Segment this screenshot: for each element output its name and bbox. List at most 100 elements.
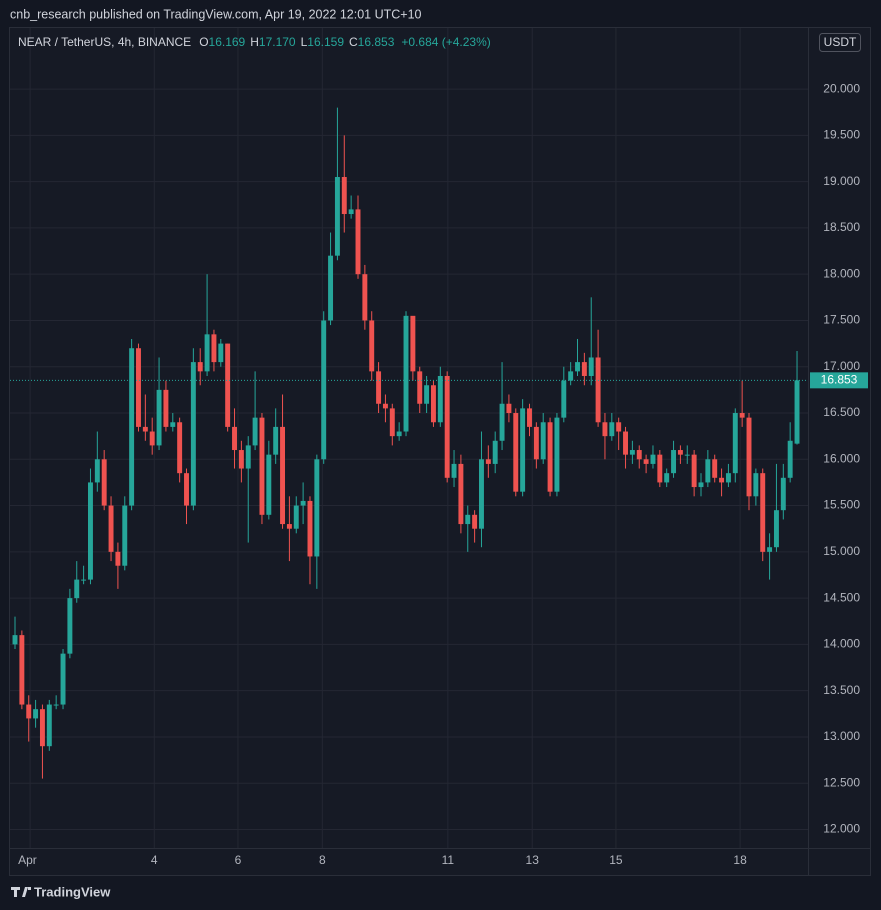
candle-body bbox=[561, 380, 567, 418]
chart-frame bbox=[9, 27, 871, 876]
candle-body bbox=[293, 505, 299, 529]
candle-body bbox=[705, 459, 711, 483]
candle-body bbox=[115, 551, 121, 566]
candle-body bbox=[424, 385, 430, 404]
candle-body bbox=[609, 422, 615, 437]
candle-body bbox=[787, 440, 793, 478]
candle-body bbox=[527, 408, 532, 427]
candle-body bbox=[588, 357, 594, 376]
x-tick-label: 18 bbox=[733, 853, 747, 867]
candle-body bbox=[458, 463, 464, 525]
candle-body bbox=[773, 510, 779, 548]
y-tick-label: 16.000 bbox=[823, 451, 860, 465]
candle-body bbox=[376, 371, 382, 404]
candle-body bbox=[122, 505, 128, 566]
candle-body bbox=[465, 514, 471, 525]
candle-body bbox=[746, 417, 752, 497]
legend-value: 16.159 bbox=[307, 35, 344, 49]
candle-body bbox=[136, 348, 141, 427]
candle-body bbox=[232, 426, 237, 451]
candle-body bbox=[472, 514, 478, 529]
candle-body bbox=[46, 704, 52, 747]
candle-body bbox=[650, 454, 656, 464]
candle-body bbox=[629, 450, 635, 455]
candle-body bbox=[616, 422, 622, 432]
candle-body bbox=[341, 177, 347, 215]
candle-body bbox=[794, 380, 800, 444]
candle-body bbox=[780, 477, 786, 511]
candle-body bbox=[177, 422, 183, 474]
candle-body bbox=[60, 653, 66, 705]
candle-body bbox=[101, 459, 107, 506]
candle-body bbox=[26, 704, 32, 719]
candle-body bbox=[334, 177, 340, 256]
y-tick-label: 20.000 bbox=[823, 81, 860, 95]
candle-body bbox=[348, 209, 354, 215]
candle-body bbox=[513, 413, 519, 492]
y-tick-label: 16.500 bbox=[823, 405, 860, 419]
candle-body bbox=[81, 579, 87, 581]
y-tick-label: 14.000 bbox=[823, 637, 860, 651]
candle-body bbox=[485, 459, 491, 464]
candle-body bbox=[636, 450, 642, 460]
candle-body bbox=[595, 357, 601, 423]
candle-body bbox=[520, 408, 526, 492]
legend-key: O bbox=[199, 35, 208, 49]
candle-body bbox=[403, 315, 409, 432]
candle-body bbox=[479, 459, 484, 529]
y-tick-label: 12.000 bbox=[823, 822, 860, 836]
candle-body bbox=[87, 482, 93, 580]
candle-body bbox=[664, 473, 670, 483]
candle-body bbox=[218, 343, 224, 363]
candle-body bbox=[623, 431, 628, 455]
candle-body bbox=[389, 408, 395, 437]
y-tick-label: 15.500 bbox=[823, 498, 860, 512]
candle-body bbox=[314, 459, 320, 557]
candle-body bbox=[753, 473, 759, 497]
last-price-badge bbox=[810, 372, 868, 389]
candle-body bbox=[211, 334, 217, 363]
candle-body bbox=[657, 454, 663, 483]
candle-body bbox=[396, 431, 402, 437]
candle-body bbox=[369, 320, 375, 372]
candle-body bbox=[19, 635, 25, 705]
candle-body bbox=[437, 375, 443, 423]
candle-body bbox=[533, 426, 539, 460]
candle-body bbox=[12, 635, 18, 645]
candle-body bbox=[245, 445, 251, 469]
publish-header: cnb_research published on TradingView.co… bbox=[10, 7, 422, 21]
currency-box[interactable] bbox=[819, 33, 861, 52]
logo-icon bbox=[11, 887, 31, 897]
candle-body bbox=[684, 454, 690, 456]
candle-body bbox=[190, 362, 196, 506]
currency-label[interactable]: USDT bbox=[824, 35, 857, 49]
candle-body bbox=[671, 450, 677, 474]
x-tick-label: 8 bbox=[319, 853, 326, 867]
candle-body bbox=[410, 315, 416, 372]
candle-body bbox=[739, 413, 745, 418]
candle-body bbox=[197, 362, 203, 372]
candle-body bbox=[554, 417, 560, 492]
y-tick-label: 13.500 bbox=[823, 683, 860, 697]
legend-value: 16.169 bbox=[209, 35, 246, 49]
candle-body bbox=[170, 422, 176, 427]
y-tick-label: 19.000 bbox=[823, 174, 860, 188]
candle-body bbox=[760, 473, 766, 552]
y-tick-label: 13.000 bbox=[823, 729, 860, 743]
candle-body bbox=[677, 450, 683, 455]
tradingview-logo: TradingView bbox=[11, 884, 111, 899]
candle-body bbox=[74, 579, 80, 599]
candle-body bbox=[321, 320, 327, 460]
legend-value: 16.853 bbox=[358, 35, 395, 49]
candle-body bbox=[273, 426, 279, 455]
candle-body bbox=[129, 348, 135, 506]
candle-body bbox=[492, 440, 498, 464]
candle-body bbox=[540, 422, 546, 460]
candle-body bbox=[362, 274, 368, 321]
y-tick-label: 18.000 bbox=[823, 266, 860, 280]
x-tick-label: 6 bbox=[235, 853, 242, 867]
candle-body bbox=[184, 473, 189, 506]
legend-change: +0.684 (+4.23%) bbox=[401, 35, 490, 49]
